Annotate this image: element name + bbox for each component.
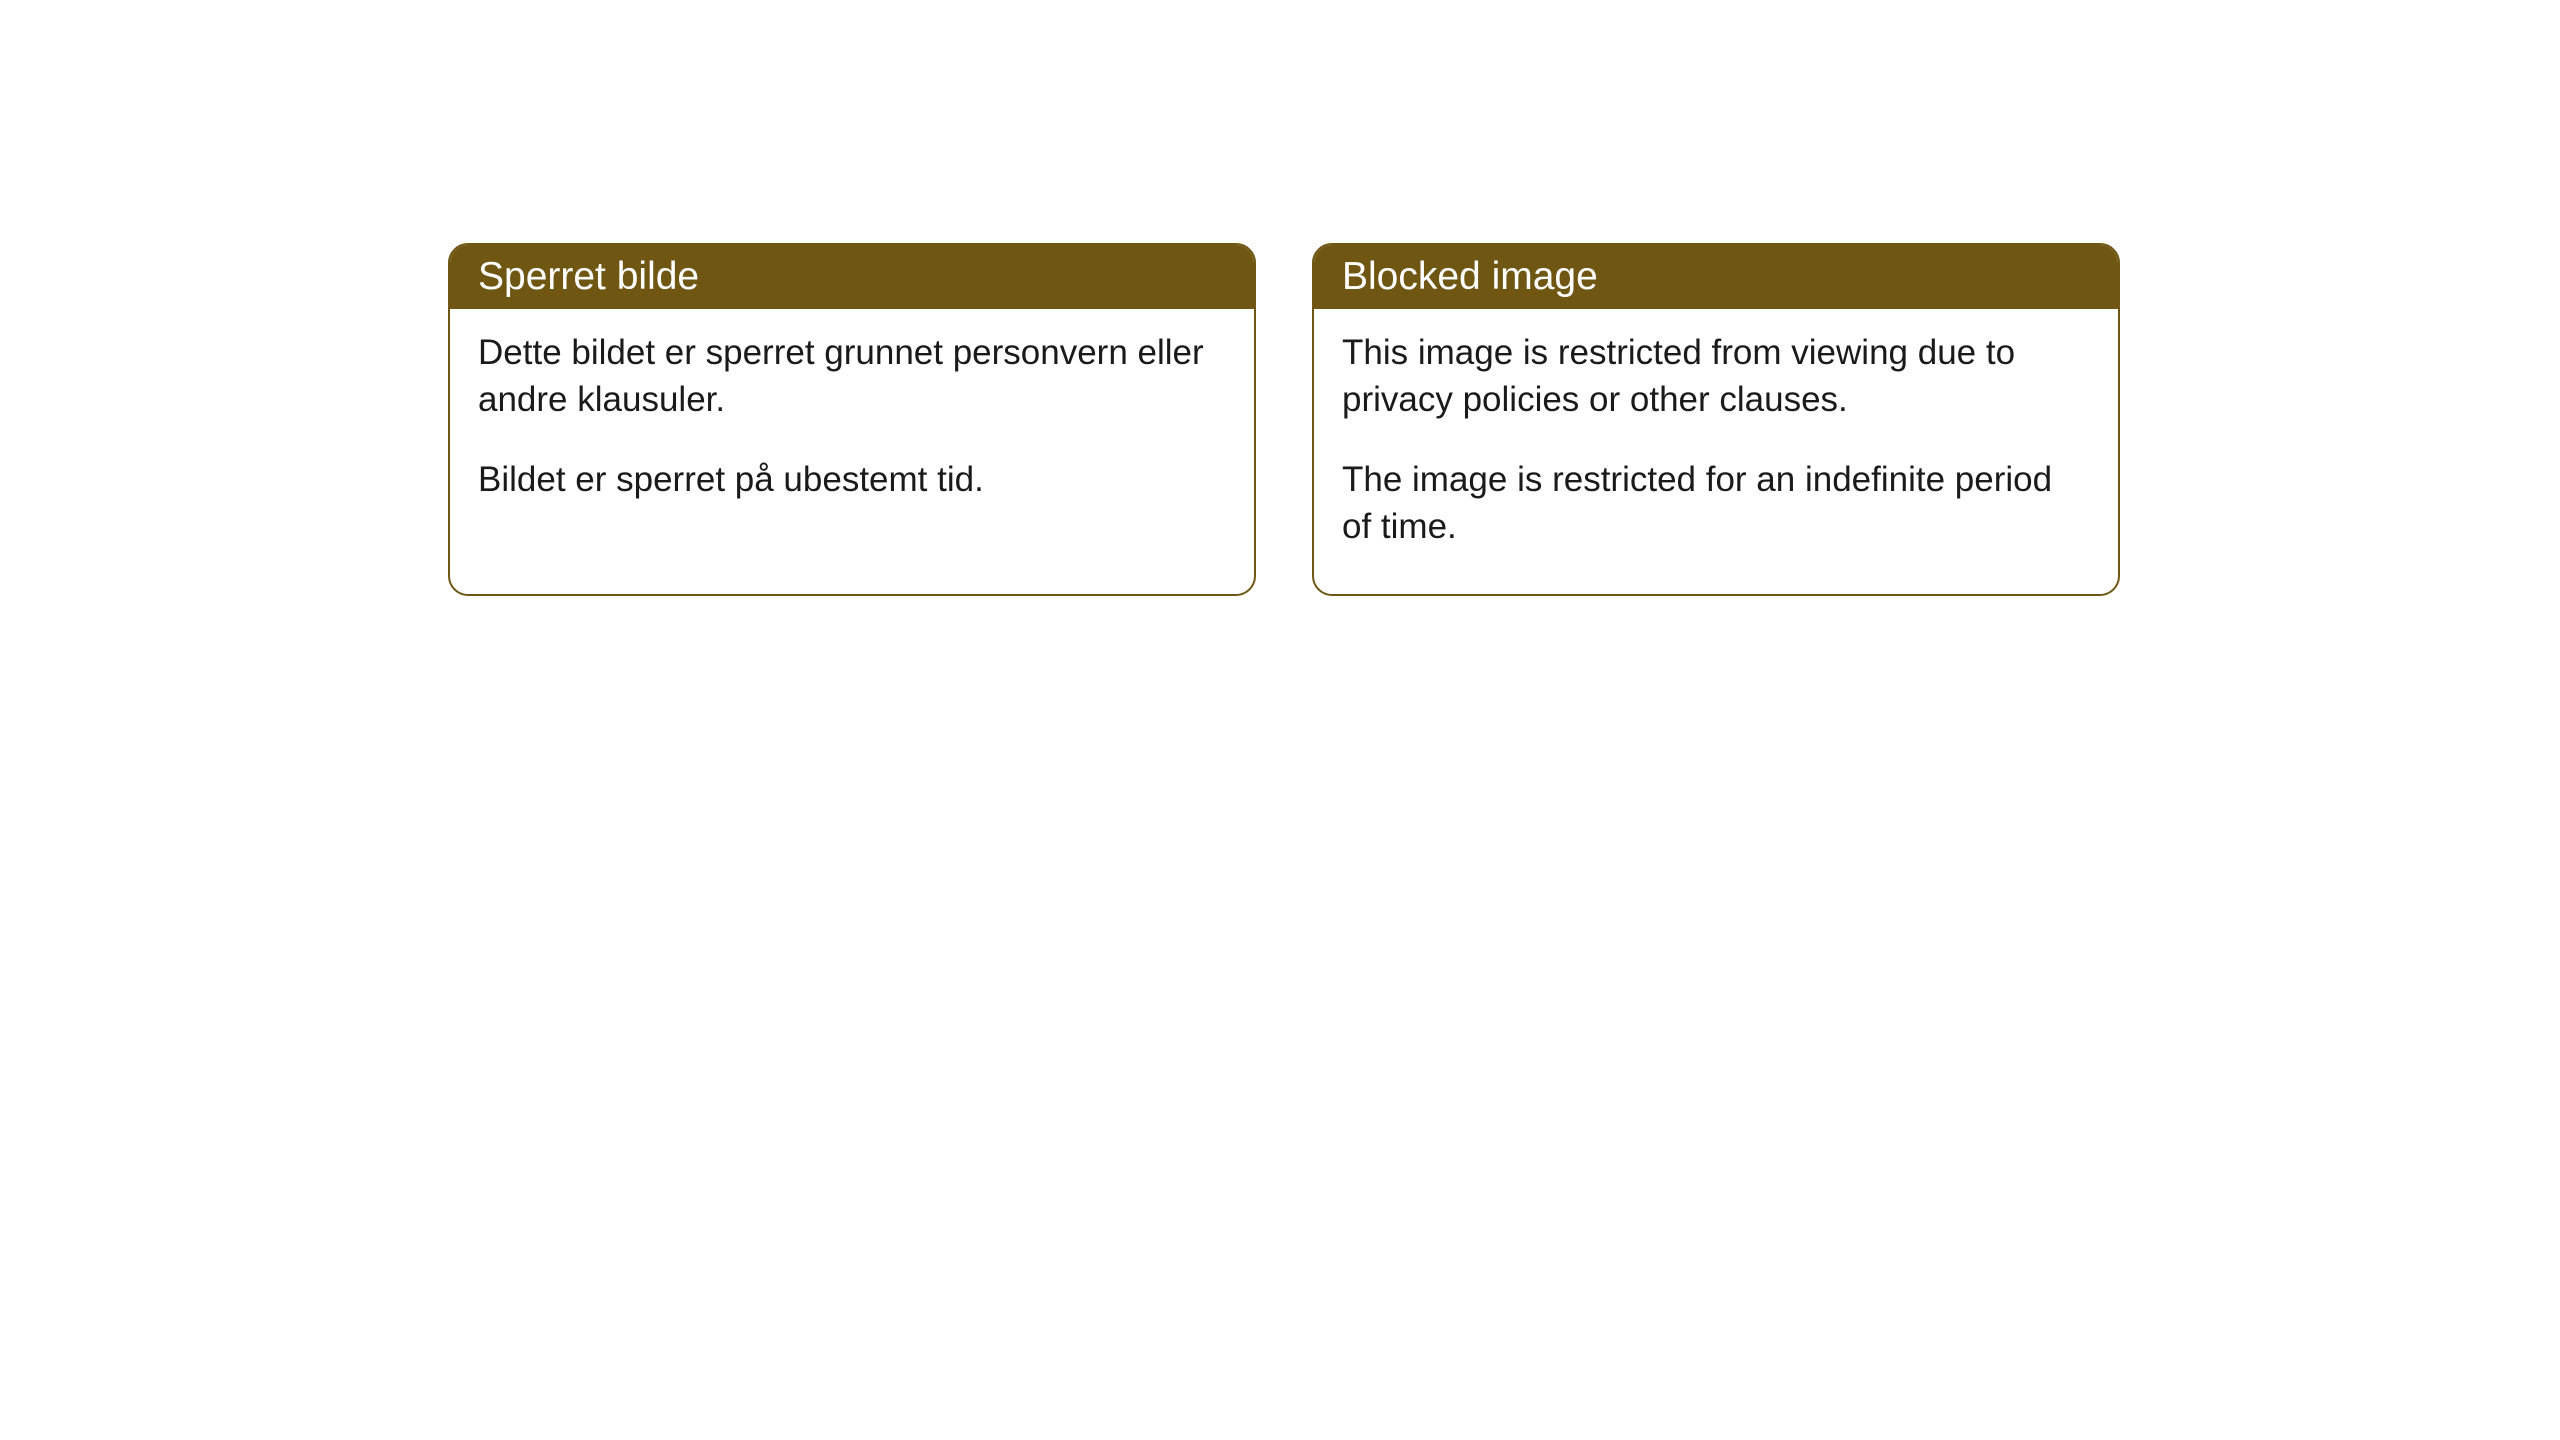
card-body: Dette bildet er sperret grunnet personve… xyxy=(450,309,1254,547)
blocked-image-card-no: Sperret bilde Dette bildet er sperret gr… xyxy=(448,243,1256,596)
card-header: Blocked image xyxy=(1314,245,2118,309)
blocked-image-card-en: Blocked image This image is restricted f… xyxy=(1312,243,2120,596)
card-paragraph: Dette bildet er sperret grunnet personve… xyxy=(478,329,1226,424)
card-paragraph: This image is restricted from viewing du… xyxy=(1342,329,2090,424)
card-body: This image is restricted from viewing du… xyxy=(1314,309,2118,594)
card-header: Sperret bilde xyxy=(450,245,1254,309)
card-paragraph: The image is restricted for an indefinit… xyxy=(1342,456,2090,551)
notice-cards-container: Sperret bilde Dette bildet er sperret gr… xyxy=(0,0,2560,596)
card-paragraph: Bildet er sperret på ubestemt tid. xyxy=(478,456,1226,503)
